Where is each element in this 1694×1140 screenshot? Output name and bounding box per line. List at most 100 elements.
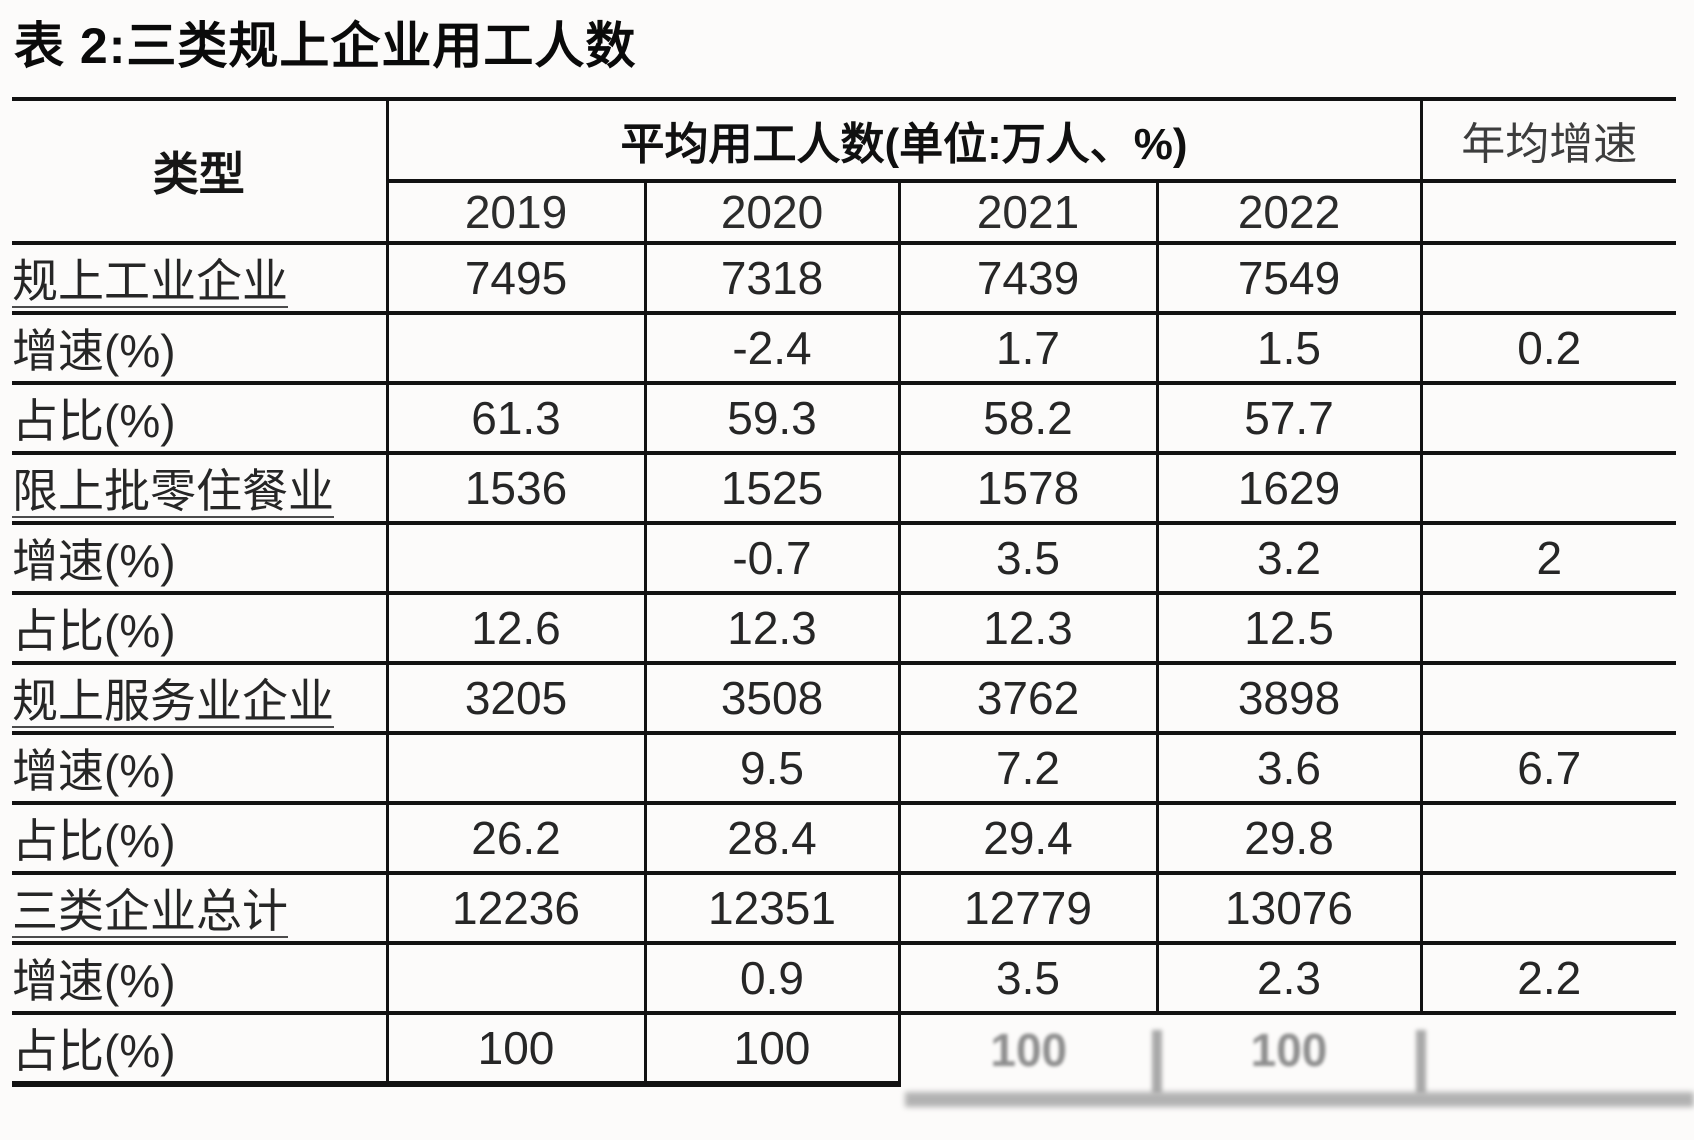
cell-2019 bbox=[385, 731, 647, 805]
header-year-2020: 2020 bbox=[643, 179, 901, 245]
cell-2021: 12779 bbox=[897, 871, 1159, 945]
cell-avg-growth: 0.2 bbox=[1419, 311, 1677, 385]
cell-2020: 3508 bbox=[643, 661, 901, 735]
cell-avg-growth bbox=[1419, 661, 1677, 735]
cell-2019 bbox=[385, 311, 647, 385]
cell-2020: 12351 bbox=[643, 871, 901, 945]
cell-2020: -0.7 bbox=[643, 521, 901, 595]
cell-2022: 1.5 bbox=[1155, 311, 1423, 385]
cell-2022: 29.8 bbox=[1155, 801, 1423, 875]
table-row: 占比(%) 61.3 59.3 58.2 57.7 bbox=[12, 381, 1677, 455]
cell-category-label: 三类企业总计 bbox=[12, 871, 389, 945]
header-row-years: 2019 2020 2021 2022 bbox=[12, 179, 1677, 245]
cell-2020: 12.3 bbox=[643, 591, 901, 665]
cell-2020: 0.9 bbox=[643, 941, 901, 1015]
cell-2022: 57.7 bbox=[1155, 381, 1423, 455]
cell-2022: 13076 bbox=[1155, 871, 1423, 945]
cell-sub-label: 增速(%) bbox=[12, 311, 389, 385]
table-row: 规上工业企业 7495 7318 7439 7549 bbox=[12, 241, 1677, 315]
table-row: 增速(%) 0.9 3.5 2.3 2.2 bbox=[12, 941, 1677, 1015]
header-type: 类型 bbox=[12, 97, 389, 245]
cell-2020: 28.4 bbox=[643, 801, 901, 875]
cell-2020: 9.5 bbox=[643, 731, 901, 805]
cell-2019 bbox=[385, 521, 647, 595]
cell-sub-label: 占比(%) bbox=[12, 1011, 389, 1087]
scan-smudge-bottom-border bbox=[905, 1092, 1694, 1107]
header-group: 平均用工人数(单位:万人、%) bbox=[385, 97, 1423, 183]
cell-avg-growth bbox=[1419, 871, 1677, 945]
cell-2021: 7.2 bbox=[897, 731, 1159, 805]
cell-category-label: 限上批零住餐业 bbox=[12, 451, 389, 525]
cell-avg-growth: 6.7 bbox=[1419, 731, 1677, 805]
cell-2022: 3898 bbox=[1155, 661, 1423, 735]
cell-avg-growth bbox=[1419, 451, 1677, 525]
cell-sub-label: 增速(%) bbox=[12, 941, 389, 1015]
cell-2022: 3.6 bbox=[1155, 731, 1423, 805]
table-row: 限上批零住餐业 1536 1525 1578 1629 bbox=[12, 451, 1677, 525]
cell-sub-label: 增速(%) bbox=[12, 731, 389, 805]
cell-2021: 3.5 bbox=[897, 941, 1159, 1015]
cell-2021: 12.3 bbox=[897, 591, 1159, 665]
cell-2019: 100 bbox=[385, 1011, 647, 1087]
cell-2019: 26.2 bbox=[385, 801, 647, 875]
header-row-group: 类型 平均用工人数(单位:万人、%) 年均增速 bbox=[12, 97, 1677, 245]
header-year-2021: 2021 bbox=[897, 179, 1159, 245]
cell-2021: 100 bbox=[897, 1011, 1159, 1084]
table-row: 占比(%) 100 100 100 100 bbox=[12, 1011, 1677, 1087]
cell-2019: 12.6 bbox=[385, 591, 647, 665]
cell-sub-label: 增速(%) bbox=[12, 521, 389, 595]
cell-2020: 59.3 bbox=[643, 381, 901, 455]
header-avg-growth: 年均增速 bbox=[1419, 97, 1677, 183]
header-year-2019: 2019 bbox=[387, 179, 647, 245]
cell-2019: 1536 bbox=[385, 451, 647, 525]
cell-2021: 29.4 bbox=[897, 801, 1159, 875]
cell-2020: 7318 bbox=[643, 241, 901, 315]
cell-sub-label: 占比(%) bbox=[12, 381, 389, 455]
cell-2021: 58.2 bbox=[897, 381, 1159, 455]
cell-2019: 12236 bbox=[385, 871, 647, 945]
table-caption: 表 2:三类规上企业用工人数 bbox=[14, 18, 637, 74]
cell-avg-growth: 2 bbox=[1419, 521, 1677, 595]
cell-sub-label: 占比(%) bbox=[12, 591, 389, 665]
header-year-2022: 2022 bbox=[1155, 179, 1423, 245]
cell-2019 bbox=[385, 941, 647, 1015]
table-row: 占比(%) 12.6 12.3 12.3 12.5 bbox=[12, 591, 1677, 665]
cell-2019: 7495 bbox=[385, 241, 647, 315]
cell-2021: 3762 bbox=[897, 661, 1159, 735]
cell-2021: 7439 bbox=[897, 241, 1159, 315]
cell-2019: 3205 bbox=[385, 661, 647, 735]
cell-avg-growth bbox=[1421, 1011, 1677, 1084]
cell-avg-growth bbox=[1419, 801, 1677, 875]
table-row: 占比(%) 26.2 28.4 29.4 29.8 bbox=[12, 801, 1677, 875]
cell-category-label: 规上工业企业 bbox=[12, 241, 389, 315]
cell-category-label: 规上服务业企业 bbox=[12, 661, 389, 735]
cell-2021: 1.7 bbox=[897, 311, 1159, 385]
cell-avg-growth bbox=[1419, 591, 1677, 665]
scan-smudge-column-divider bbox=[1416, 1030, 1426, 1094]
cell-2022: 100 bbox=[1157, 1011, 1423, 1084]
cell-2021: 3.5 bbox=[897, 521, 1159, 595]
cell-2022: 2.3 bbox=[1155, 941, 1423, 1015]
header-avg-growth-empty-cell bbox=[1419, 179, 1677, 245]
cell-2021: 1578 bbox=[897, 451, 1159, 525]
employment-table: 类型 平均用工人数(单位:万人、%) 年均增速 2019 2020 2021 2… bbox=[12, 97, 1677, 1087]
cell-2022: 7549 bbox=[1155, 241, 1423, 315]
cell-2022: 1629 bbox=[1155, 451, 1423, 525]
scan-smudge-column-divider bbox=[1152, 1030, 1162, 1094]
cell-2020: -2.4 bbox=[643, 311, 901, 385]
table-row: 增速(%) -0.7 3.5 3.2 2 bbox=[12, 521, 1677, 595]
cell-2019: 61.3 bbox=[385, 381, 647, 455]
cell-2020: 1525 bbox=[643, 451, 901, 525]
cell-2022: 3.2 bbox=[1155, 521, 1423, 595]
cell-2020: 100 bbox=[643, 1011, 901, 1087]
cell-sub-label: 占比(%) bbox=[12, 801, 389, 875]
table-row: 增速(%) -2.4 1.7 1.5 0.2 bbox=[12, 311, 1677, 385]
table-row: 三类企业总计 12236 12351 12779 13076 bbox=[12, 871, 1677, 945]
cell-avg-growth bbox=[1419, 381, 1677, 455]
cell-2022: 12.5 bbox=[1155, 591, 1423, 665]
cell-avg-growth bbox=[1419, 241, 1677, 315]
table-row: 规上服务业企业 3205 3508 3762 3898 bbox=[12, 661, 1677, 735]
table-row: 增速(%) 9.5 7.2 3.6 6.7 bbox=[12, 731, 1677, 805]
cell-avg-growth: 2.2 bbox=[1419, 941, 1677, 1015]
